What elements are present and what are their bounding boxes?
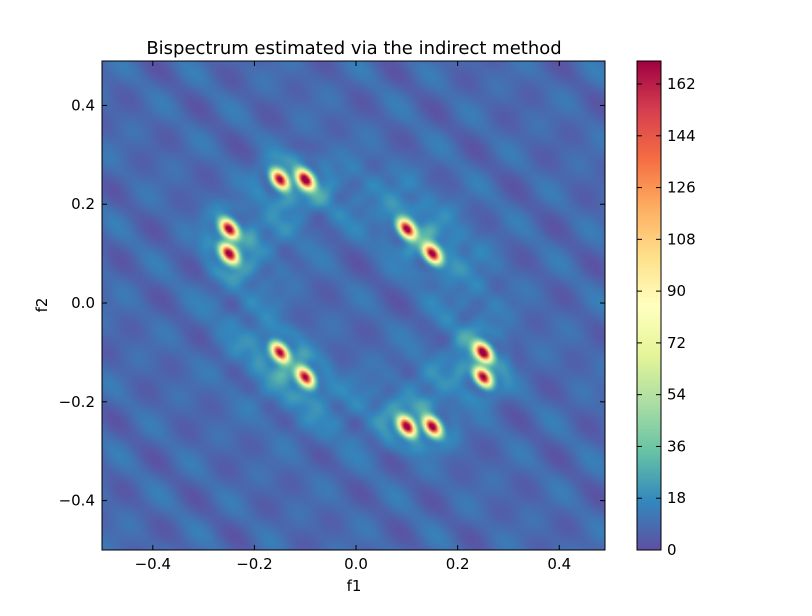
colorbar-tick-label: 90: [667, 282, 686, 300]
y-axis-label: f2: [33, 298, 51, 313]
chart-title: Bispectrum estimated via the indirect me…: [146, 38, 561, 59]
heatmap-plot-area: [101, 60, 606, 551]
plot-frame: [101, 60, 606, 551]
y-tick-label: 0.2: [71, 195, 95, 213]
colorbar-tick-label: 126: [667, 179, 696, 197]
colorbar-tick-label: 0: [667, 541, 677, 559]
x-axis-ticks: −0.4 −0.2 0.0 0.2 0.4: [135, 61, 571, 573]
x-tick-label: 0.4: [547, 555, 571, 573]
colorbar-tick-label: 144: [667, 127, 696, 145]
heatmap-image: [102, 61, 605, 550]
x-tick-label: 0.0: [344, 555, 368, 573]
x-tick-label: 0.2: [446, 555, 470, 573]
y-tick-label: −0.2: [59, 393, 95, 411]
colorbar-ticks: 0 18 36 54 72 90 108 126 144 162: [637, 75, 696, 559]
colorbar-tick-label: 162: [667, 75, 696, 93]
x-tick-label: −0.2: [236, 555, 272, 573]
y-tick-label: 0.0: [71, 294, 95, 312]
y-tick-label: 0.4: [71, 96, 95, 114]
colorbar-frame: [636, 60, 662, 551]
x-axis-label: f1: [347, 577, 362, 595]
x-tick-label: −0.4: [135, 555, 171, 573]
colorbar: 0 18 36 54 72 90 108 126 144 162: [636, 60, 696, 559]
colorbar-tick-label: 18: [667, 489, 686, 507]
colorbar-tick-label: 36: [667, 437, 686, 455]
colorbar-tick-label: 72: [667, 334, 686, 352]
y-tick-label: −0.4: [59, 492, 95, 510]
colorbar-tick-label: 54: [667, 386, 686, 404]
y-axis-ticks: −0.4 −0.2 0.0 0.2 0.4: [59, 96, 605, 510]
colorbar-gradient: [637, 61, 661, 550]
colorbar-tick-label: 108: [667, 230, 696, 248]
